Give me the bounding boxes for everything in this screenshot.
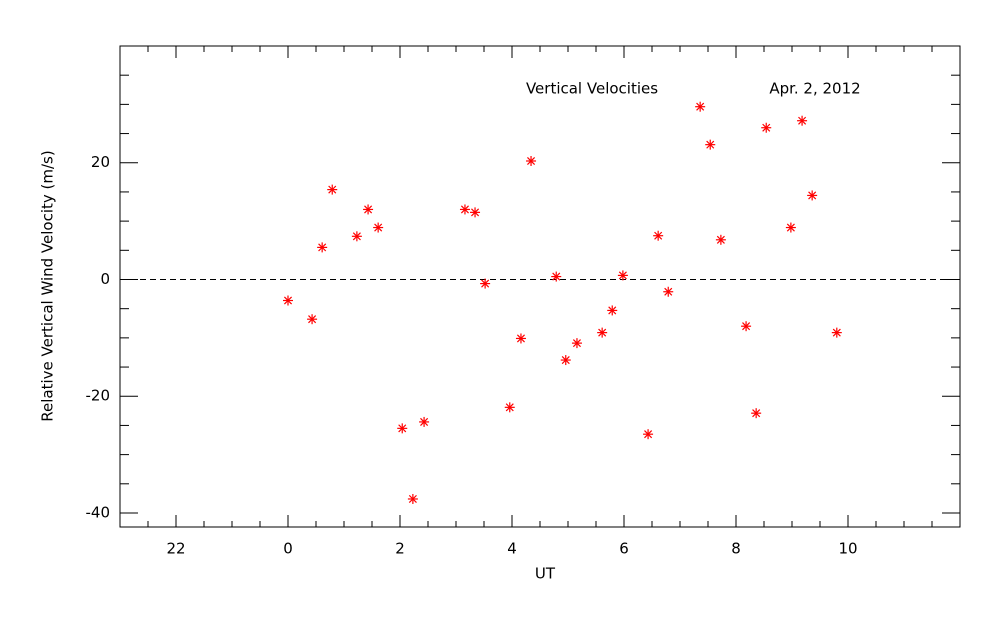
point-stroke <box>762 123 771 132</box>
point <box>283 295 293 306</box>
point <box>617 270 628 281</box>
point-stroke <box>318 243 327 252</box>
point <box>797 115 808 126</box>
x-tick-label: 22 <box>166 540 185 558</box>
point <box>459 204 470 215</box>
point <box>653 230 664 241</box>
plot-frame <box>119 45 961 528</box>
point <box>526 155 537 166</box>
point-stroke <box>364 205 373 214</box>
point <box>327 184 338 195</box>
point <box>761 122 772 133</box>
point-stroke <box>408 494 417 504</box>
point-stroke <box>398 424 407 433</box>
point <box>307 314 318 325</box>
point <box>480 278 491 289</box>
point-stroke <box>516 334 525 343</box>
point <box>504 402 515 413</box>
point <box>751 408 762 419</box>
point <box>643 429 654 440</box>
point-stroke <box>742 322 751 331</box>
point <box>571 338 582 349</box>
point-stroke <box>572 339 581 348</box>
y-tick-label: 0 <box>100 270 110 288</box>
point-stroke <box>832 328 841 337</box>
point <box>515 333 526 344</box>
x-tick-label: 10 <box>838 540 857 558</box>
point-stroke <box>608 306 617 315</box>
x-tick-label: 8 <box>731 540 741 558</box>
point-stroke <box>328 185 337 194</box>
point <box>785 222 796 233</box>
point-stroke <box>808 191 817 200</box>
point <box>607 305 618 316</box>
point-stroke <box>561 356 570 365</box>
point <box>560 355 571 366</box>
point <box>407 493 418 504</box>
point-stroke <box>481 279 490 288</box>
x-tick-label: 2 <box>395 540 405 558</box>
point-stroke <box>352 232 361 241</box>
point-stroke <box>644 430 653 439</box>
point-stroke <box>706 140 715 149</box>
annotation: Vertical Velocities <box>526 80 658 98</box>
annotation: Apr. 2, 2012 <box>769 80 860 98</box>
point-stroke <box>420 417 429 426</box>
point <box>470 207 481 218</box>
point-stroke <box>664 287 673 296</box>
point-stroke <box>654 231 663 240</box>
x-tick-label: 6 <box>619 540 629 558</box>
point-stroke <box>716 235 725 244</box>
point-stroke <box>798 116 807 125</box>
point-stroke <box>283 296 293 305</box>
point-stroke <box>786 223 795 232</box>
point <box>551 271 562 282</box>
point <box>807 190 818 201</box>
point <box>397 423 408 434</box>
point <box>705 139 716 150</box>
point-stroke <box>552 272 561 281</box>
point <box>831 327 842 338</box>
point <box>317 242 328 253</box>
point <box>695 101 706 112</box>
point-stroke <box>471 208 480 217</box>
point-stroke <box>308 315 317 324</box>
point-stroke <box>374 223 383 232</box>
y-tick-label: -40 <box>86 503 111 521</box>
point <box>419 416 430 427</box>
point-stroke <box>696 102 705 111</box>
y-tick-label: 20 <box>91 153 110 171</box>
point <box>351 231 362 242</box>
point-stroke <box>460 205 469 214</box>
point-stroke <box>618 271 627 280</box>
point <box>663 286 674 297</box>
point <box>373 222 384 233</box>
point-stroke <box>527 156 536 166</box>
point <box>597 327 608 338</box>
point <box>741 321 752 332</box>
point-stroke <box>505 403 514 412</box>
x-tick-label: 0 <box>283 540 293 558</box>
point-stroke <box>598 328 607 337</box>
y-tick-label: -20 <box>86 387 111 405</box>
point-stroke <box>752 409 761 418</box>
y-axis-label: Relative Vertical Wind Velocity (m/s) <box>39 150 57 421</box>
x-axis-label: UT <box>535 565 556 583</box>
point <box>715 234 726 245</box>
x-tick-label: 4 <box>507 540 517 558</box>
point <box>363 204 374 215</box>
